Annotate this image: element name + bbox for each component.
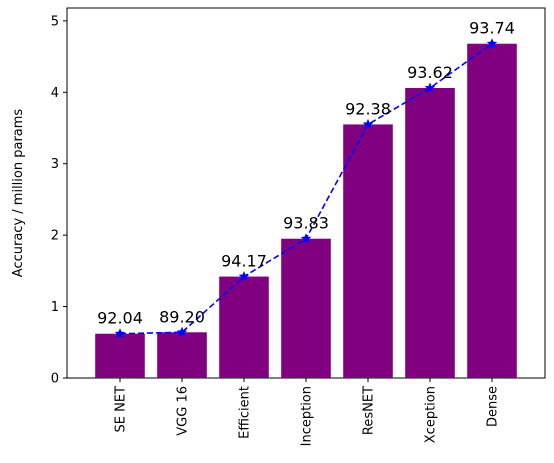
y-axis: 0 1 2 3 4 5 — [51, 14, 67, 387]
data-label-0: 92.04 — [97, 309, 143, 328]
data-label-1: 89.20 — [159, 307, 205, 326]
x-tick-label-6: Dense — [486, 386, 501, 427]
y-tick-label-0: 0 — [51, 372, 59, 387]
x-tick-label-0: SE NET — [114, 386, 129, 433]
line-marker-6 — [486, 38, 498, 49]
y-tick-label-2: 2 — [51, 229, 59, 244]
x-tick-label-1: VGG 16 — [176, 386, 191, 436]
data-label-5: 93.62 — [407, 63, 453, 82]
data-label-3: 93.83 — [283, 214, 329, 233]
data-label-6: 93.74 — [469, 19, 515, 38]
bar-1 — [157, 332, 207, 378]
y-tick-label-4: 4 — [51, 86, 59, 101]
bars-group — [95, 43, 517, 378]
y-tick-label-5: 5 — [51, 14, 59, 29]
data-label-4: 92.38 — [345, 99, 391, 118]
line-marker-2 — [238, 270, 250, 282]
x-tick-label-5: Xception — [424, 386, 439, 443]
bar-4 — [343, 124, 393, 378]
y-tick-label-1: 1 — [51, 300, 59, 315]
line-marker-5 — [424, 82, 436, 93]
line-marker-4 — [362, 118, 374, 130]
data-label-2: 94.17 — [221, 252, 267, 271]
x-axis: SE NET VGG 16 Efficient Inception ResNET Xcep… — [114, 378, 501, 446]
y-tick-label-3: 3 — [51, 157, 59, 172]
line-marker-1 — [176, 326, 188, 337]
bar-0 — [95, 333, 145, 378]
data-labels-group: 92.04 89.20 94.17 93.83 92.38 93.62 93.74 — [97, 19, 515, 328]
y-axis-label: Accuracy / million params — [11, 109, 26, 278]
series-line-group — [114, 38, 498, 339]
x-tick-label-2: Efficient — [238, 386, 253, 439]
x-tick-label-4: ResNET — [362, 386, 377, 435]
line-marker-0 — [114, 328, 126, 339]
bar-6 — [467, 43, 517, 378]
bar-5 — [405, 88, 455, 378]
bar-2 — [219, 276, 269, 378]
line-marker-3 — [300, 233, 312, 244]
x-tick-label-3: Inception — [300, 386, 315, 446]
bar-3 — [281, 238, 331, 378]
